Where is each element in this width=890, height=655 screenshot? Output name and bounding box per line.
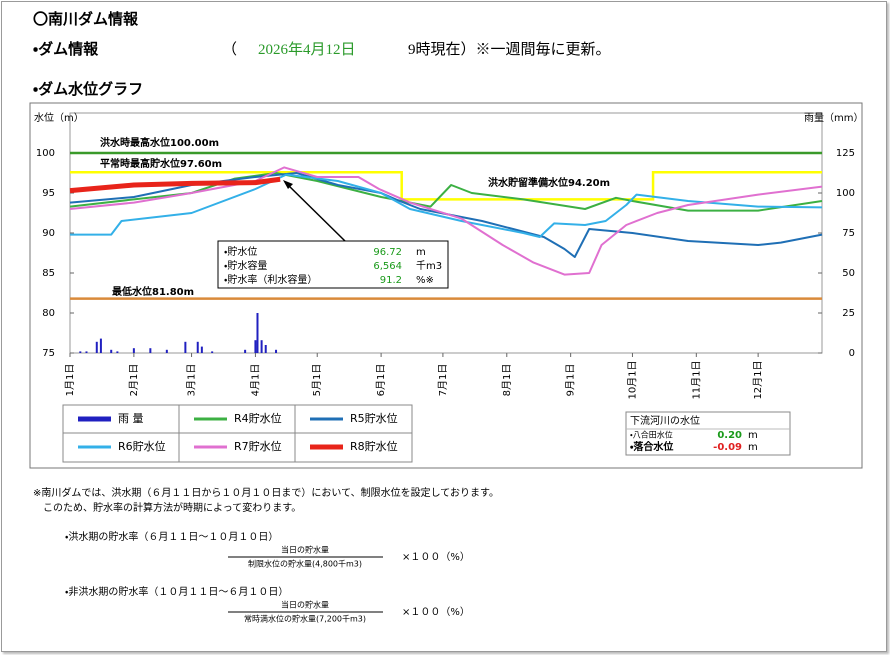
formula-denominator: 常時満水位の貯水量(7,200千m3): [244, 614, 366, 624]
y-tick-label: 80: [42, 308, 55, 319]
info-value: 91.2: [380, 275, 402, 286]
y2-tick-label: 0: [849, 348, 855, 359]
info-label: ・貯水位: [224, 245, 257, 258]
section-heading: ・ダム水位グラフ: [33, 82, 144, 98]
legend-label: R8貯水位: [350, 440, 398, 453]
downstream-value: 0.20: [717, 430, 742, 441]
info-value: 6,564: [373, 261, 402, 272]
pointer-arrow: [284, 181, 346, 242]
rain-bar: [79, 351, 82, 353]
reference-label: 最低水位81.80m: [112, 285, 194, 298]
rain-bar: [116, 351, 119, 353]
downstream-unit: m: [748, 430, 758, 441]
formula-numerator: 当日の貯水量: [281, 545, 329, 555]
rain-bar: [256, 313, 259, 353]
annotation: 洪水貯留準備水位94.20m: [488, 176, 610, 189]
rain-bar: [99, 338, 102, 353]
x-tick-label: 2月1日: [128, 364, 140, 397]
x-tick-label: 3月1日: [186, 364, 198, 397]
formula-numerator: 当日の貯水量: [281, 600, 329, 610]
legend-label: R4貯水位: [234, 412, 282, 425]
series-line: [69, 166, 823, 276]
y2-axis-label: 雨量（mm）: [804, 112, 863, 124]
rain-bar: [85, 351, 88, 353]
series-line: [69, 176, 281, 194]
x-tick-label: 12月1日: [752, 360, 764, 399]
info-label: ・貯水率（利水容量）: [224, 273, 317, 286]
info-box: [217, 240, 449, 289]
x-tick-label: 7月1日: [437, 364, 449, 397]
y2-tick-label: 25: [842, 308, 855, 319]
legend-label: R5貯水位: [350, 412, 398, 425]
y-tick-label: 90: [42, 228, 55, 239]
rain-bar: [200, 346, 203, 353]
pointer-arrow-head: [283, 180, 293, 189]
info-unit: 千m3: [416, 260, 442, 272]
formula-multiplier: ×１００（%）: [402, 551, 470, 563]
x-tick-label: 8月1日: [501, 364, 513, 397]
x-tick-label: 1月1日: [64, 364, 76, 397]
y-tick-label: 95: [42, 188, 55, 199]
legend-label: R6貯水位: [118, 440, 166, 453]
rain-bar: [110, 349, 113, 353]
x-tick-label: 9月1日: [565, 364, 577, 397]
rain-bar: [264, 345, 267, 353]
y2-tick-label: 125: [836, 148, 855, 159]
info-unit: %※: [416, 275, 434, 286]
note-line: ※南川ダムでは、洪水期（６月１１日から１０月１０日まで）において、制限水位を設定…: [33, 488, 499, 499]
rain-bar: [244, 349, 247, 353]
y-axis-label: 水位（m）: [34, 111, 84, 124]
downstream-unit: m: [748, 442, 758, 453]
info-label: ・貯水容量: [224, 259, 267, 272]
downstream-title: 下流河川の水位: [630, 414, 700, 427]
rain-bar: [254, 340, 257, 353]
rain-bar: [260, 340, 263, 353]
rain-bar: [149, 348, 152, 353]
downstream-box: [625, 411, 791, 456]
info-value: 96.72: [373, 247, 402, 258]
formula-title: ・洪水期の貯水率（６月１１日～１０月１０日）: [65, 531, 278, 543]
y2-tick-label: 100: [836, 188, 855, 199]
x-tick-label: 11月1日: [690, 360, 702, 399]
legend-label: R7貯水位: [234, 440, 282, 453]
rain-bar: [132, 348, 135, 353]
time-note: 9時現在）※一週間毎に更新。: [408, 42, 611, 58]
rain-bar: [184, 341, 187, 353]
downstream-value: -0.09: [713, 442, 742, 453]
y2-tick-label: 75: [842, 228, 855, 239]
downstream-label: ・落合水位: [630, 440, 673, 453]
y-tick-label: 85: [42, 268, 55, 279]
paren: （: [222, 42, 238, 58]
series-line: [70, 173, 823, 238]
formula-multiplier: ×１００（%）: [402, 606, 470, 618]
rain-bar: [95, 341, 98, 353]
page-title: 〇南川ダム情報: [33, 12, 139, 28]
x-tick-label: 6月1日: [375, 364, 387, 397]
x-tick-label: 4月1日: [249, 364, 261, 397]
x-tick-label: 10月1日: [626, 360, 638, 399]
rain-bar: [196, 341, 199, 353]
date: 2026年4月12日: [258, 42, 356, 58]
legend-label: 雨 量: [118, 412, 144, 425]
series-line: [69, 172, 823, 258]
section-heading: ・ダム情報: [33, 42, 99, 58]
y-tick-label: 100: [36, 148, 55, 159]
note-line: このため、貯水率の計算方法が時期によって変わります。: [33, 503, 302, 514]
y-tick-label: 75: [42, 348, 55, 359]
info-unit: m: [416, 247, 426, 258]
x-tick-label: 5月1日: [311, 364, 323, 397]
rain-bar: [275, 349, 278, 353]
annotation: 平常時最高貯水位97.60m: [100, 157, 222, 170]
y2-tick-label: 50: [842, 268, 855, 279]
reference-label: 洪水時最高水位100.00m: [100, 136, 219, 149]
formula-title: ・非洪水期の貯水率（１０月１１日～６月１０日）: [65, 586, 288, 598]
rain-bar: [165, 349, 168, 353]
rain-bar: [211, 351, 214, 353]
formula-denominator: 制限水位の貯水量(4,800千m3): [248, 559, 362, 569]
downstream-label: ・八合田水位: [630, 430, 673, 440]
